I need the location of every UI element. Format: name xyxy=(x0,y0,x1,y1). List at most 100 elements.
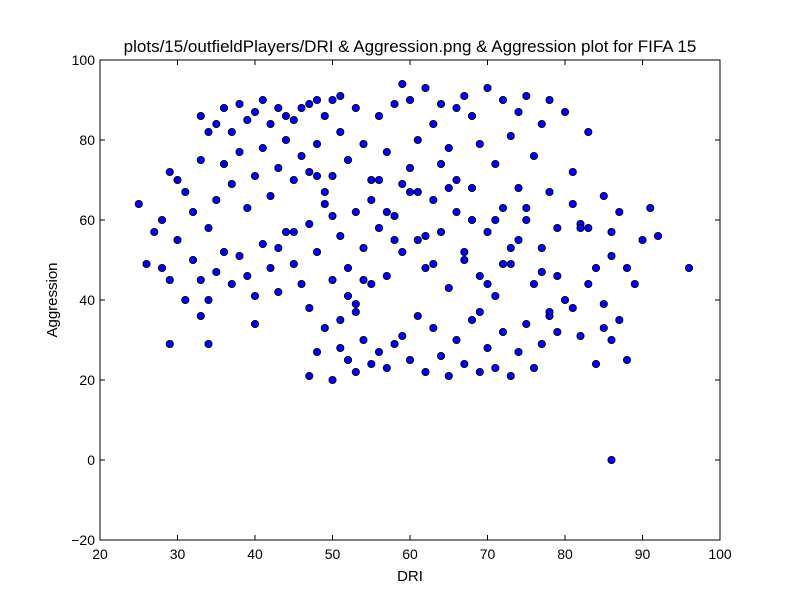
data-point xyxy=(600,300,607,307)
data-point xyxy=(344,356,351,363)
data-point xyxy=(329,376,336,383)
data-point xyxy=(461,92,468,99)
data-point xyxy=(430,120,437,127)
data-point xyxy=(182,188,189,195)
data-point xyxy=(337,92,344,99)
data-point xyxy=(344,292,351,299)
data-point xyxy=(360,140,367,147)
data-point xyxy=(515,236,522,243)
data-point xyxy=(585,128,592,135)
data-point xyxy=(259,144,266,151)
data-point xyxy=(577,332,584,339)
data-point xyxy=(189,208,196,215)
data-point xyxy=(383,148,390,155)
data-point xyxy=(290,260,297,267)
data-point xyxy=(554,328,561,335)
data-point xyxy=(592,264,599,271)
y-tick-label: 40 xyxy=(79,292,95,308)
data-point xyxy=(360,276,367,283)
data-point xyxy=(639,236,646,243)
data-point xyxy=(313,248,320,255)
x-tick-label: 70 xyxy=(480,546,496,562)
data-point xyxy=(538,244,545,251)
data-point xyxy=(391,236,398,243)
data-point xyxy=(267,192,274,199)
data-point xyxy=(313,96,320,103)
y-tick-label: −20 xyxy=(71,532,95,548)
data-point xyxy=(437,160,444,167)
data-point xyxy=(492,292,499,299)
data-point xyxy=(151,228,158,235)
x-tick-label: 40 xyxy=(247,546,263,562)
data-point xyxy=(213,196,220,203)
data-point xyxy=(546,188,553,195)
data-point xyxy=(445,284,452,291)
data-point xyxy=(197,312,204,319)
y-tick-label: 60 xyxy=(79,212,95,228)
data-point xyxy=(290,176,297,183)
data-point xyxy=(352,208,359,215)
data-point xyxy=(244,204,251,211)
data-point xyxy=(166,168,173,175)
x-tick-label: 90 xyxy=(635,546,651,562)
data-point xyxy=(368,280,375,287)
data-point xyxy=(352,300,359,307)
data-point xyxy=(499,328,506,335)
data-point xyxy=(422,368,429,375)
data-point xyxy=(523,204,530,211)
data-point xyxy=(453,336,460,343)
data-point xyxy=(383,272,390,279)
x-tick-label: 100 xyxy=(708,546,732,562)
data-point xyxy=(546,308,553,315)
data-point xyxy=(437,100,444,107)
data-point xyxy=(437,228,444,235)
data-point xyxy=(608,456,615,463)
data-point xyxy=(220,160,227,167)
data-point xyxy=(360,336,367,343)
data-point xyxy=(321,112,328,119)
data-point xyxy=(476,140,483,147)
y-tick-label: 80 xyxy=(79,132,95,148)
data-point xyxy=(406,188,413,195)
data-point xyxy=(623,356,630,363)
data-point xyxy=(251,172,258,179)
data-point xyxy=(406,356,413,363)
data-point xyxy=(608,252,615,259)
data-point xyxy=(499,204,506,211)
data-point xyxy=(445,144,452,151)
data-point xyxy=(158,264,165,271)
data-point xyxy=(298,104,305,111)
y-axis-label: Aggression xyxy=(44,262,61,337)
y-tick-label: 0 xyxy=(87,452,95,468)
data-point xyxy=(569,200,576,207)
data-point xyxy=(306,372,313,379)
data-point xyxy=(515,348,522,355)
chart-title: plots/15/outfieldPlayers/DRI & Aggressio… xyxy=(124,37,697,56)
data-point xyxy=(468,184,475,191)
data-point xyxy=(569,304,576,311)
data-point xyxy=(414,312,421,319)
data-point xyxy=(205,224,212,231)
data-point xyxy=(321,188,328,195)
data-point xyxy=(251,292,258,299)
data-point xyxy=(352,368,359,375)
data-point xyxy=(499,96,506,103)
data-point xyxy=(406,96,413,103)
data-point xyxy=(523,216,530,223)
data-point xyxy=(213,120,220,127)
data-point xyxy=(414,188,421,195)
data-point xyxy=(306,304,313,311)
data-point xyxy=(205,128,212,135)
data-point xyxy=(608,336,615,343)
data-point xyxy=(352,308,359,315)
data-point xyxy=(468,112,475,119)
data-point xyxy=(484,84,491,91)
data-point xyxy=(616,316,623,323)
data-point xyxy=(158,216,165,223)
data-point xyxy=(461,256,468,263)
data-point xyxy=(282,136,289,143)
data-point xyxy=(143,260,150,267)
data-point xyxy=(523,92,530,99)
data-point xyxy=(654,232,661,239)
